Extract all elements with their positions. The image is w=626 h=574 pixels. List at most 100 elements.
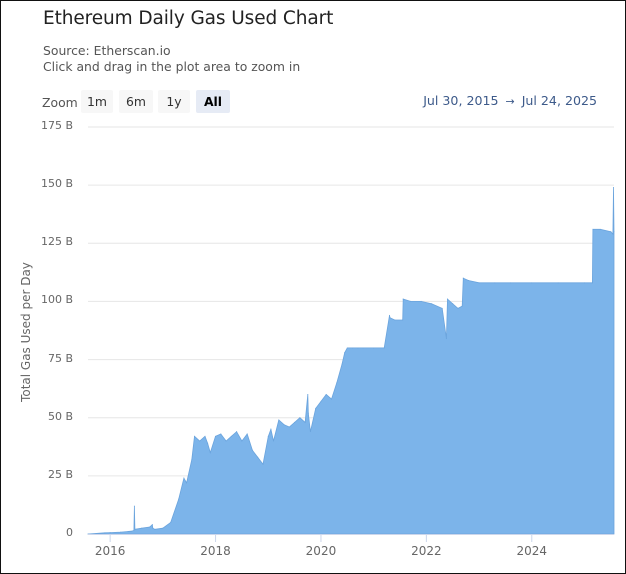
data-point [225, 440, 227, 442]
data-point [461, 305, 463, 307]
data-point [446, 298, 448, 300]
data-point [288, 426, 290, 428]
data-point [431, 303, 433, 305]
data-point [315, 407, 317, 409]
data-point [591, 282, 593, 284]
data-point [344, 352, 346, 354]
zoom-all-button[interactable]: All [196, 90, 230, 113]
data-point [373, 347, 375, 349]
data-point [241, 440, 243, 442]
date-range[interactable]: Jul 30, 2015 → Jul 24, 2025 [423, 93, 597, 108]
data-point [612, 233, 614, 235]
chart-hint: Click and drag in the plot area to zoom … [43, 59, 301, 74]
data-point [230, 435, 232, 437]
range-arrow-icon: → [505, 95, 515, 108]
data-point [283, 424, 285, 426]
x-tick-label: 2022 [411, 544, 442, 558]
data-point [151, 524, 153, 526]
data-point [402, 298, 404, 300]
data-point [510, 282, 512, 284]
data-point [154, 528, 156, 530]
data-point [294, 421, 296, 423]
y-tick-label: 100 B [40, 293, 73, 307]
data-point [592, 228, 594, 230]
data-point [478, 282, 480, 284]
range-from[interactable]: Jul 30, 2015 [423, 93, 499, 108]
data-point [141, 527, 143, 529]
data-point [236, 431, 238, 433]
data-point [341, 363, 343, 365]
data-point [468, 279, 470, 281]
data-point [420, 300, 422, 302]
data-point [270, 428, 272, 430]
zoom-6m-button[interactable]: 6m [119, 90, 153, 113]
data-point [133, 530, 135, 532]
data-point [299, 417, 301, 419]
data-point [278, 419, 280, 421]
data-point [104, 532, 106, 534]
data-point [304, 421, 306, 423]
data-point [410, 300, 412, 302]
data-point [193, 435, 195, 437]
data-point [531, 282, 533, 284]
data-point [251, 449, 253, 451]
data-point [307, 393, 309, 395]
x-tick-label: 2020 [305, 544, 337, 558]
chart-source: Source: Etherscan.io [43, 43, 171, 58]
chart-title: Ethereum Daily Gas Used Chart [43, 8, 334, 29]
data-point [149, 526, 151, 528]
y-tick-label: 25 B [47, 467, 73, 481]
data-point [330, 398, 332, 400]
data-point [215, 435, 217, 437]
data-point [134, 528, 136, 530]
data-point [583, 282, 585, 284]
x-tick-label: 2018 [200, 544, 231, 558]
zoom-label: Zoom [42, 95, 78, 110]
data-point [207, 442, 209, 444]
data-point [209, 452, 211, 454]
y-tick-label: 50 B [47, 409, 73, 423]
data-point [383, 347, 385, 349]
data-point [362, 347, 364, 349]
data-point [152, 527, 154, 529]
data-point [336, 382, 338, 384]
range-to[interactable]: Jul 24, 2025 [521, 93, 597, 108]
data-point [445, 338, 447, 340]
data-point [257, 456, 259, 458]
zoom-1y-button[interactable]: 1y [158, 90, 190, 113]
data-point [307, 412, 309, 414]
data-point [613, 231, 615, 233]
data-point [220, 433, 222, 435]
data-point [394, 319, 396, 321]
data-point [267, 435, 269, 437]
data-point [452, 303, 454, 305]
y-tick-label: 150 B [40, 177, 73, 191]
data-point [273, 440, 275, 442]
data-point [320, 400, 322, 402]
y-tick-label: 0 [66, 526, 73, 539]
data-point [178, 498, 180, 500]
data-point [183, 477, 185, 479]
zoom-1m-button[interactable]: 1m [81, 90, 113, 113]
data-point [462, 277, 464, 279]
data-point [599, 228, 601, 230]
y-tick-label: 75 B [47, 351, 73, 365]
data-point [441, 307, 443, 309]
data-point [610, 231, 612, 233]
data-point [557, 282, 559, 284]
data-point [309, 431, 311, 433]
data-point [325, 393, 327, 395]
data-point [357, 347, 359, 349]
data-point [170, 521, 172, 523]
data-point [494, 282, 496, 284]
y-tick-label: 175 B [40, 119, 73, 132]
data-point [388, 314, 390, 316]
series-area[interactable] [87, 187, 615, 535]
x-tick-label: 2016 [94, 544, 126, 558]
data-point [389, 317, 391, 319]
data-point [402, 319, 404, 321]
data-point [204, 435, 206, 437]
data-point [346, 347, 348, 349]
data-point [352, 347, 354, 349]
